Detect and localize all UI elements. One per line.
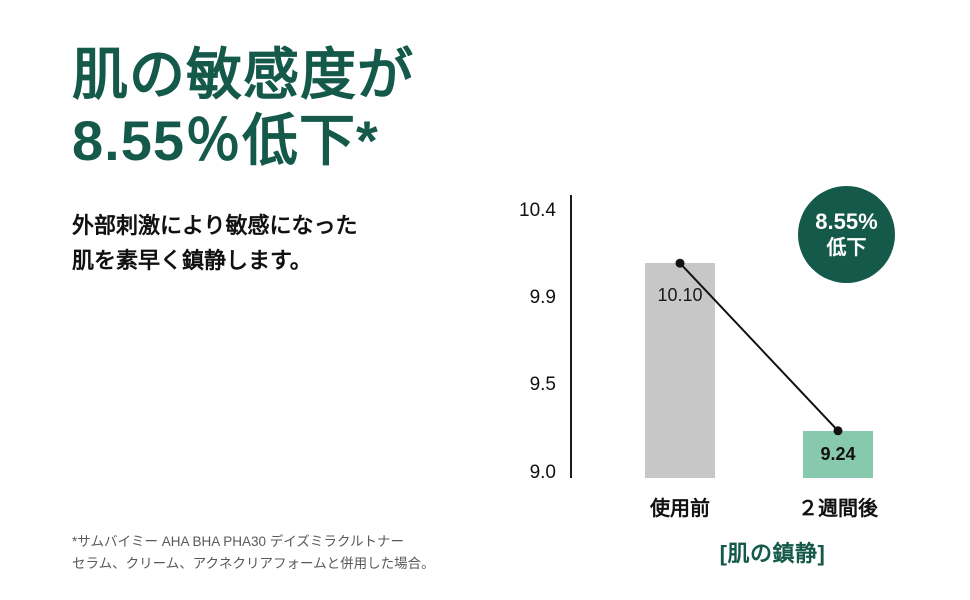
y-axis-tick: 10.4 xyxy=(519,200,556,221)
badge-percent: 8.55% xyxy=(815,209,878,235)
bar-value-label: 9.24 xyxy=(820,444,856,464)
description-line-2: 肌を素早く鎮静します。 xyxy=(72,248,312,274)
footnote: *サムバイミー AHA BHA PHA30 デイズミラクルトナー セラム、クリー… xyxy=(72,531,435,576)
bar-value-label: 10.10 xyxy=(657,285,703,305)
reduction-badge: 8.55% 低下 xyxy=(798,186,895,283)
chart-caption: [肌の鎮静] xyxy=(719,541,826,566)
headline-line-2: 8.55％低下* xyxy=(72,108,379,172)
x-axis-label-after: ２週間後 xyxy=(798,498,878,520)
bar-before: 10.10 xyxy=(645,263,715,478)
page-title: 肌の敏感度が 8.55％低下* xyxy=(72,42,414,173)
y-axis-tick: 9.0 xyxy=(529,462,556,483)
y-axis-tick: 9.9 xyxy=(529,287,556,308)
y-axis-tick: 9.5 xyxy=(529,374,556,395)
footnote-line-2: セラム、クリーム、アクネクリアフォームと併用した場合。 xyxy=(72,556,435,572)
footnote-line-1: *サムバイミー AHA BHA PHA30 デイズミラクルトナー xyxy=(72,534,404,549)
y-axis-line xyxy=(570,195,572,478)
plot-area: 10.10 9.24 xyxy=(572,192,892,478)
bar-after: 9.24 xyxy=(803,431,873,478)
badge-text: 低下 xyxy=(826,236,867,259)
bar-chart: 10.4 9.9 9.5 9.0 10.10 9.24 使用前 ２週間後 xyxy=(500,192,952,522)
description: 外部刺激により敏感になった 肌を素早く鎮静します。 xyxy=(72,208,358,278)
headline-line-1: 肌の敏感度が xyxy=(72,43,414,106)
description-line-1: 外部刺激により敏感になった xyxy=(72,213,358,238)
x-axis-label-before: 使用前 xyxy=(650,498,710,520)
